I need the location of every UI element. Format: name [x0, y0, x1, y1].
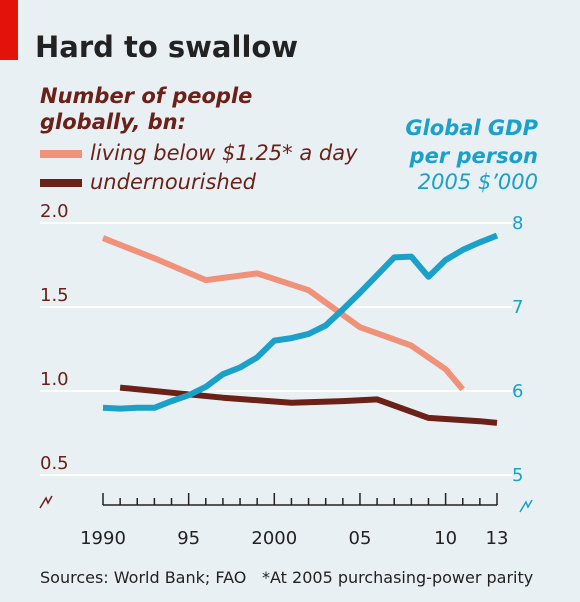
right-tick-label: 7 [512, 297, 523, 318]
right-axis-break-icon [519, 499, 533, 513]
left-tick-label: 2.0 [40, 201, 69, 222]
brand-red-bar [0, 0, 18, 60]
legend-item-poverty: living below $1.25* a day [40, 141, 358, 165]
chart-title: Hard to swallow [35, 30, 299, 64]
legend-label-undernourished: undernourished [90, 170, 256, 194]
legend-item-undernourished: undernourished [40, 170, 256, 194]
legend-swatch-poverty [40, 150, 82, 158]
right-tick-label: 6 [512, 381, 523, 402]
x-tick-label: 2000 [251, 528, 297, 549]
source-note: Sources: World Bank; FAO [40, 568, 247, 587]
x-tick-label: 10 [434, 528, 457, 549]
series-line-poverty [101, 235, 465, 392]
right-axis-heading-line1: Global GDP [405, 116, 538, 140]
series-line-gdp [102, 232, 499, 412]
left-axis-heading-line2: globally, bn: [40, 110, 186, 134]
left-axis-heading-line1: Number of people [40, 84, 253, 108]
right-axis-unit: 2005 $’000 [417, 170, 538, 194]
left-tick-label: 1.5 [40, 285, 69, 306]
series-line-undernourished [119, 384, 498, 426]
left-tick-label: 0.5 [40, 453, 69, 474]
x-tick-label: 13 [486, 528, 509, 549]
footnote: *At 2005 purchasing-power parity [262, 568, 534, 587]
left-tick-label: 1.0 [40, 369, 69, 390]
legend-label-poverty: living below $1.25* a day [90, 141, 358, 165]
left-axis-break-icon [39, 495, 53, 509]
x-tick-label: 95 [177, 528, 200, 549]
right-tick-label: 5 [512, 465, 523, 486]
right-axis-heading: Global GDP per person [405, 114, 538, 170]
right-tick-label: 8 [512, 213, 523, 234]
right-axis-heading-line2: per person [409, 144, 538, 168]
x-tick-label: 1990 [80, 528, 126, 549]
x-tick-label: 05 [349, 528, 372, 549]
legend-swatch-undernourished [40, 179, 82, 187]
left-axis-heading: Number of people globally, bn: [40, 83, 252, 135]
